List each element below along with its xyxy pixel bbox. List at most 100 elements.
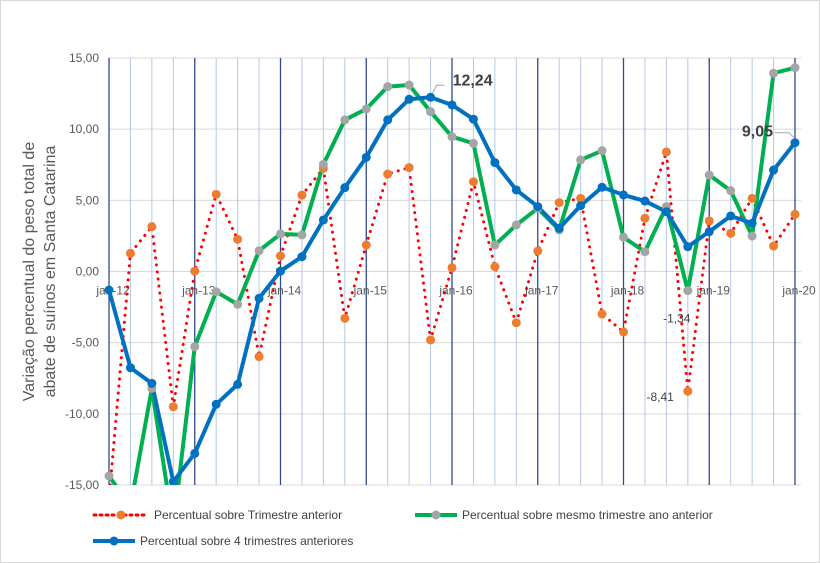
data-point-s1	[318, 159, 328, 169]
x-tick-label: jan-19	[696, 284, 731, 298]
series-line-0	[108, 150, 797, 485]
data-point-s1	[447, 132, 457, 142]
data-label: 12,24	[453, 72, 493, 89]
y-axis-title: Variação percentual do peso total de abat…	[21, 142, 59, 402]
data-point-s2	[190, 448, 200, 458]
data-point-s0	[276, 251, 285, 261]
y-tick-label: 10,00	[69, 122, 99, 136]
data-point-s1	[726, 186, 736, 196]
data-point-s2	[661, 207, 671, 217]
data-point-s2	[554, 223, 564, 233]
data-point-s1	[254, 246, 264, 256]
x-tick-label: jan-13	[181, 284, 216, 298]
data-point-s2	[790, 138, 800, 148]
data-point-s1	[511, 220, 521, 230]
data-point-s0	[704, 216, 714, 226]
data-point-s0	[640, 213, 650, 223]
data-point-s2	[297, 252, 307, 262]
data-point-s1	[619, 232, 628, 242]
legend-item-trimestre-anterior: Percentual sobre Trimestre anterior	[92, 508, 342, 522]
x-tick-label: jan-18	[610, 284, 645, 298]
data-point-s2	[254, 293, 264, 303]
data-point-s0	[404, 163, 414, 173]
x-tick-label: jan-14	[267, 284, 302, 298]
data-point-s1	[490, 240, 500, 250]
data-point-s0	[168, 402, 178, 412]
data-point-s0	[190, 266, 200, 276]
data-point-s2	[426, 92, 436, 102]
y-tick-label: -5,00	[72, 336, 100, 350]
data-point-s1	[576, 155, 586, 165]
data-point-s0	[576, 193, 586, 203]
data-point-s2	[147, 378, 157, 388]
data-point-s0	[511, 318, 521, 328]
data-point-s2	[168, 477, 178, 485]
y-axis-title-line: abate de suínos em Santa Catarina	[42, 146, 59, 398]
data-point-s1	[468, 138, 478, 148]
data-point-s0	[233, 234, 243, 244]
data-point-s0	[105, 495, 114, 504]
data-point-s2	[490, 158, 500, 168]
data-point-s2	[704, 227, 714, 237]
data-point-s2	[576, 201, 586, 211]
data-point-s2	[404, 94, 414, 104]
data-point-s0	[490, 262, 500, 272]
data-point-s0	[533, 246, 543, 256]
data-point-s2	[104, 285, 114, 295]
data-point-s1	[704, 170, 714, 180]
annotation-leader	[775, 132, 795, 139]
data-point-s0	[297, 190, 307, 200]
data-point-s2	[383, 115, 393, 125]
data-point-s1	[404, 80, 414, 90]
y-tick-label: 5,00	[76, 193, 100, 207]
data-point-s1	[233, 299, 243, 309]
data-point-s1	[190, 342, 200, 352]
legend-item-4-trimestres: Percentual sobre 4 trimestres anteriores	[92, 534, 353, 548]
x-tick-label: jan-20	[781, 284, 816, 298]
data-point-s1	[747, 231, 757, 241]
data-point-s2	[747, 218, 757, 228]
data-point-s0	[747, 193, 757, 203]
data-point-s2	[597, 182, 607, 192]
legend-swatch-blue	[93, 536, 135, 546]
data-point-s2	[233, 379, 243, 389]
data-label: -8,41	[646, 390, 674, 404]
data-point-s0	[683, 386, 693, 396]
data-point-s0	[619, 327, 628, 337]
data-point-s0	[769, 241, 779, 251]
data-point-s0	[790, 209, 800, 219]
legend-label: Percentual sobre 4 trimestres anteriores	[140, 534, 354, 548]
data-point-s1	[383, 82, 393, 92]
data-point-s1	[169, 523, 178, 532]
data-point-s0	[554, 198, 564, 208]
data-point-s2	[533, 202, 543, 212]
legend-item-mesmo-trimestre: Percentual sobre mesmo trimestre ano ant…	[414, 508, 713, 522]
data-point-s2	[640, 196, 650, 206]
series-group	[104, 63, 800, 532]
y-tick-label: 0,00	[76, 265, 100, 279]
data-point-s1	[640, 247, 650, 257]
data-point-s0	[147, 222, 157, 232]
data-point-s0	[340, 313, 350, 323]
data-point-s2	[318, 215, 328, 225]
data-point-s1	[769, 68, 779, 78]
legend-swatch-green	[415, 510, 457, 520]
y-tick-label: 15,00	[69, 51, 99, 65]
data-point-s2	[619, 190, 628, 200]
data-point-s2	[769, 165, 779, 175]
data-point-s2	[361, 152, 371, 162]
data-point-s2	[340, 183, 350, 193]
data-point-s1	[340, 115, 350, 125]
data-point-s0	[468, 177, 478, 187]
data-point-s0	[597, 309, 607, 319]
annotation-leader	[432, 84, 445, 94]
data-point-s0	[447, 263, 457, 273]
data-point-s1	[297, 230, 307, 240]
data-point-s1	[104, 471, 114, 481]
data-point-s1	[211, 287, 221, 297]
data-point-s0	[383, 169, 393, 179]
data-point-s0	[361, 240, 371, 250]
data-label: 9,05	[742, 124, 773, 141]
data-point-s1	[426, 107, 436, 117]
